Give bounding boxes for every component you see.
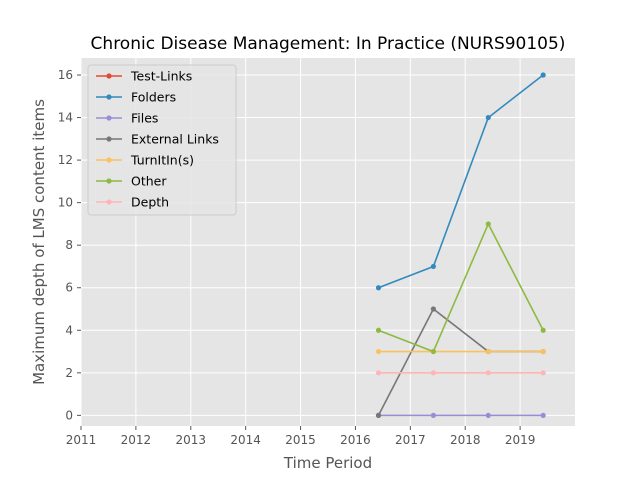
y-tick-label: 8	[65, 238, 73, 252]
data-point	[485, 370, 491, 376]
data-point	[375, 370, 382, 376]
x-tick-label: 2012	[121, 433, 152, 447]
data-point	[485, 412, 491, 418]
chart-title: Chronic Disease Management: In Practice …	[91, 34, 566, 54]
data-point	[540, 412, 546, 418]
legend-marker	[106, 199, 112, 205]
legend-marker	[106, 115, 112, 121]
x-tick-label: 2011	[66, 433, 97, 447]
legend-label: Test-Links	[130, 69, 192, 84]
legend-label: Other	[131, 174, 167, 189]
legend-marker	[106, 178, 112, 184]
x-tick-label: 2015	[285, 433, 316, 447]
y-tick-label: 16	[58, 68, 73, 82]
y-tick-label: 0	[65, 408, 73, 422]
legend-label: Depth	[131, 195, 169, 210]
legend-label: Files	[131, 111, 158, 126]
legend-marker	[106, 73, 112, 79]
data-point	[540, 327, 546, 333]
data-point	[430, 348, 436, 355]
data-point	[540, 72, 546, 78]
series-line	[378, 74, 544, 289]
series-line	[378, 222, 544, 353]
y-axis-label: Maximum depth of LMS content items	[30, 99, 48, 385]
data-point	[540, 370, 546, 376]
data-point	[430, 412, 436, 418]
legend-marker	[106, 94, 112, 100]
data-point	[540, 348, 546, 355]
data-point	[430, 263, 436, 270]
x-axis-ticks: 2011 2012 2013 2014 2015 2016 2017 2018 2019	[66, 426, 536, 447]
data-point	[430, 306, 436, 312]
x-tick-label: 2017	[395, 433, 426, 447]
data-point	[375, 285, 382, 291]
x-tick-label: 2019	[505, 433, 536, 447]
y-axis-ticks: 0 2 4 6 8 10 12 14 16	[58, 68, 81, 422]
y-tick-label: 12	[58, 153, 73, 167]
data-point	[485, 114, 491, 121]
legend-label: TurnItIn(s)	[130, 153, 194, 168]
legend-marker	[106, 136, 112, 142]
data-point	[485, 221, 491, 227]
data-point	[375, 327, 382, 333]
series-group	[375, 72, 546, 418]
x-axis-label: Time Period	[283, 454, 372, 472]
data-point	[430, 370, 436, 376]
legend: Test-Links Folders Files External Links Turn…	[87, 64, 237, 216]
legend-marker	[106, 157, 112, 163]
x-tick-label: 2013	[176, 433, 207, 447]
y-tick-label: 10	[58, 196, 73, 210]
x-tick-label: 2018	[450, 433, 481, 447]
legend-label: Folders	[131, 90, 176, 105]
y-tick-label: 4	[65, 323, 73, 337]
legend-box	[87, 64, 237, 216]
data-point	[375, 348, 382, 355]
legend-label: External Links	[131, 132, 219, 147]
y-tick-label: 2	[65, 366, 73, 380]
y-tick-label: 14	[58, 111, 73, 125]
x-tick-label: 2016	[340, 433, 371, 447]
x-tick-label: 2014	[230, 433, 261, 447]
data-point	[375, 412, 382, 418]
data-point	[485, 348, 491, 355]
y-tick-label: 6	[65, 281, 73, 295]
